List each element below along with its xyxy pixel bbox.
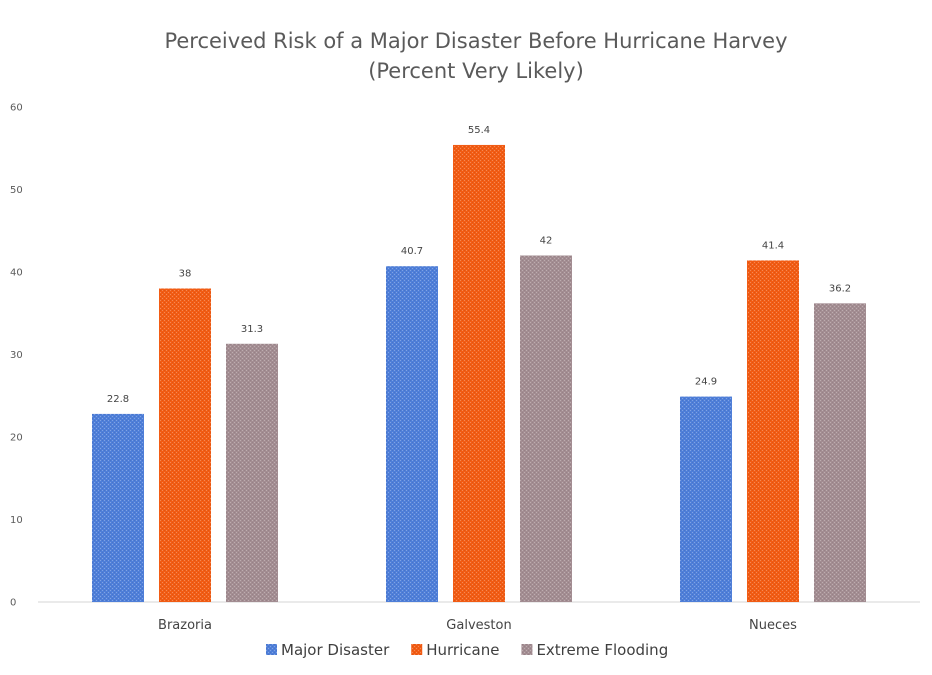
bar-texture	[92, 413, 144, 602]
bar-texture	[814, 303, 866, 602]
data-label: 24.9	[695, 377, 717, 388]
bars-group	[92, 144, 866, 602]
legend-swatch-texture	[266, 644, 277, 655]
y-tick-label: 50	[10, 185, 23, 196]
legend: Major Disaster Hurricane Extreme Flooding	[266, 641, 668, 659]
data-label: 36.2	[829, 283, 851, 294]
data-label: 38	[179, 269, 192, 280]
legend-label: Hurricane	[426, 641, 499, 659]
bar-texture	[453, 144, 505, 602]
bar-texture	[226, 343, 278, 602]
legend-swatch-texture	[411, 644, 423, 655]
data-label: 41.4	[762, 240, 784, 251]
bar-texture	[159, 288, 211, 602]
y-tick-label: 0	[10, 598, 16, 609]
x-category-label: Galveston	[446, 618, 511, 633]
y-tick-label: 10	[10, 515, 23, 526]
legend-label: Extreme Flooding	[536, 641, 668, 659]
data-label: 40.7	[401, 246, 423, 257]
category-labels-group: Brazoria Galveston Nueces	[158, 618, 797, 633]
data-label: 55.4	[468, 125, 490, 136]
chart-title: Perceived Risk of a Major Disaster Befor…	[164, 29, 787, 53]
data-label: 42	[540, 236, 553, 247]
bar-texture	[520, 255, 572, 602]
data-label: 31.3	[241, 324, 263, 335]
bar-texture	[386, 266, 438, 602]
data-label: 22.8	[107, 394, 129, 405]
bar-texture	[680, 396, 732, 602]
chart-subtitle: (Percent Very Likely)	[368, 59, 584, 83]
bar-texture	[747, 260, 799, 602]
y-axis: 0 10 20 30 40 50 60	[10, 103, 23, 609]
x-category-label: Brazoria	[158, 618, 212, 633]
x-category-label: Nueces	[749, 618, 797, 633]
y-tick-label: 30	[10, 350, 23, 361]
y-tick-label: 40	[10, 268, 23, 279]
y-tick-label: 60	[10, 103, 23, 114]
legend-swatch-texture	[521, 644, 533, 655]
y-tick-label: 20	[10, 433, 23, 444]
data-labels-group: 22.8 38 31.3 40.7 55.4 42 24.9 41.4 36.2	[107, 125, 851, 405]
legend-label: Major Disaster	[281, 641, 390, 659]
